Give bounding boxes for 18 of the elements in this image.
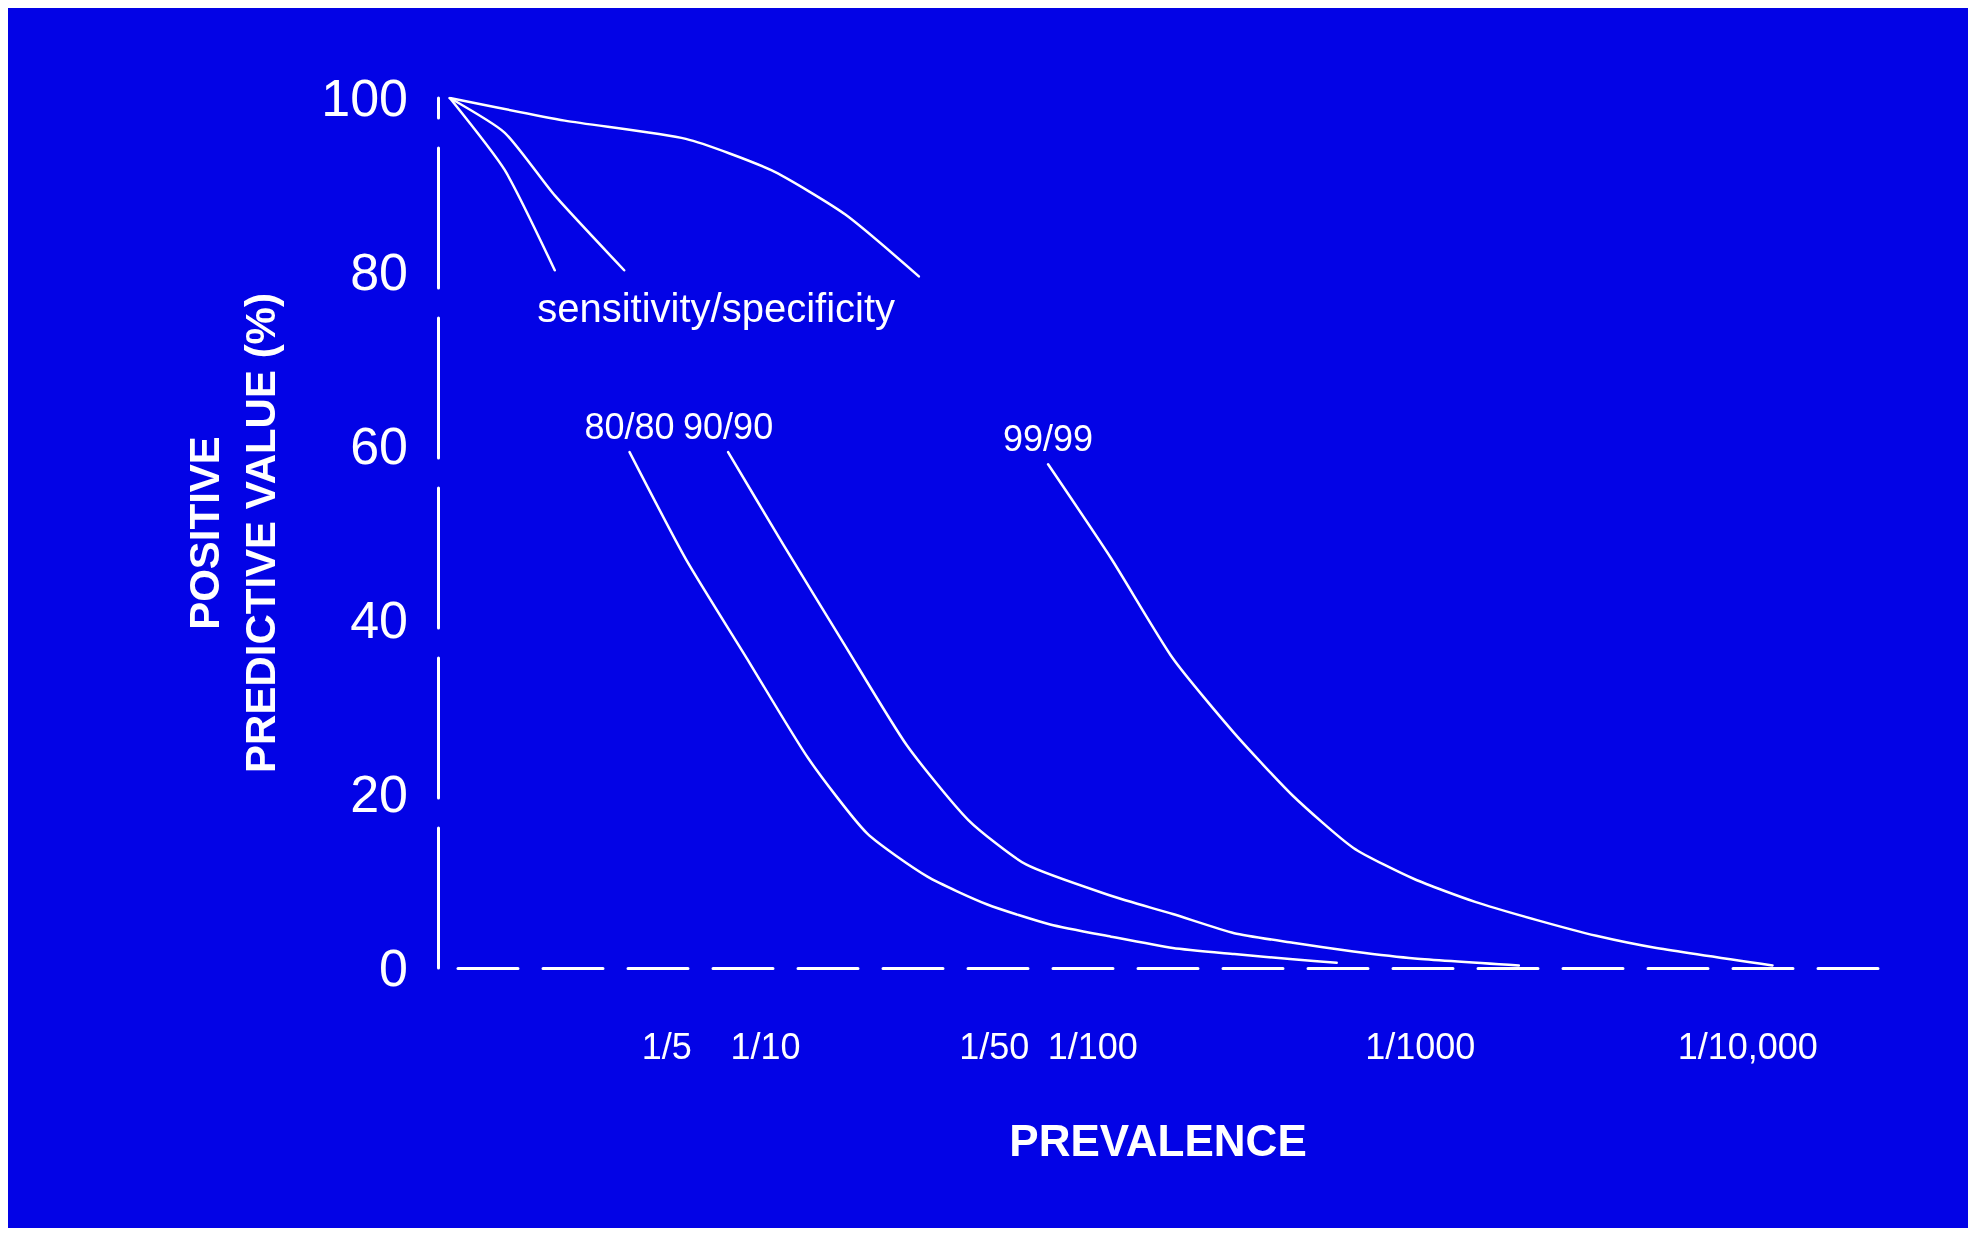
series-label: 80/80 bbox=[584, 405, 675, 447]
annotation: sensitivity/specificity bbox=[537, 286, 896, 330]
x-axis-title: PREVALENCE bbox=[1009, 1115, 1307, 1165]
y-tick-label: 40 bbox=[350, 591, 408, 649]
x-tick-label: 1/50 bbox=[959, 1025, 1030, 1067]
x-tick-label: 1/10 bbox=[730, 1025, 801, 1067]
y-tick-label: 20 bbox=[350, 765, 408, 823]
x-tick-label: 1/5 bbox=[641, 1025, 692, 1067]
series-label: 99/99 bbox=[1003, 417, 1094, 459]
x-tick-label: 1/1000 bbox=[1365, 1025, 1476, 1067]
y-tick-label: 60 bbox=[350, 417, 408, 475]
x-tick-label: 1/10,000 bbox=[1677, 1025, 1818, 1067]
series-label: 90/90 bbox=[683, 405, 774, 447]
y-tick-label: 80 bbox=[350, 243, 408, 301]
y-axis-title: POSITIVE PREDICTIVE VALUE (%) bbox=[180, 293, 284, 773]
x-tick-label: 1/100 bbox=[1047, 1025, 1138, 1067]
y-tick-label: 0 bbox=[379, 939, 408, 997]
y-tick-label: 100 bbox=[321, 69, 408, 127]
